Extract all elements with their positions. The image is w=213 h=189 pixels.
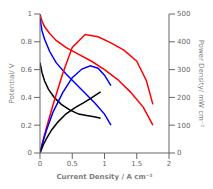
svg-text:300: 300	[177, 66, 190, 74]
svg-text:0: 0	[28, 149, 32, 157]
svg-text:500: 500	[177, 10, 190, 18]
svg-text:0.5: 0.5	[67, 160, 78, 168]
svg-text:0.4: 0.4	[21, 94, 33, 102]
svg-text:0: 0	[38, 160, 42, 168]
svg-text:Current Density / A cm⁻²: Current Density / A cm⁻²	[56, 173, 152, 181]
svg-text:1: 1	[28, 10, 32, 18]
svg-text:0.2: 0.2	[21, 122, 32, 130]
svg-text:0.8: 0.8	[21, 38, 32, 46]
svg-text:Potential/ V: Potential/ V	[8, 63, 16, 103]
svg-text:2: 2	[167, 160, 171, 168]
svg-text:1: 1	[102, 160, 106, 168]
svg-text:1.5: 1.5	[131, 160, 142, 168]
svg-text:200: 200	[177, 94, 190, 102]
svg-text:0.6: 0.6	[21, 66, 33, 74]
svg-text:0: 0	[177, 149, 181, 157]
svg-text:400: 400	[177, 38, 190, 46]
svg-text:100: 100	[177, 122, 190, 130]
svg-text:Power Density/ mW cm⁻²: Power Density/ mW cm⁻²	[197, 40, 205, 128]
